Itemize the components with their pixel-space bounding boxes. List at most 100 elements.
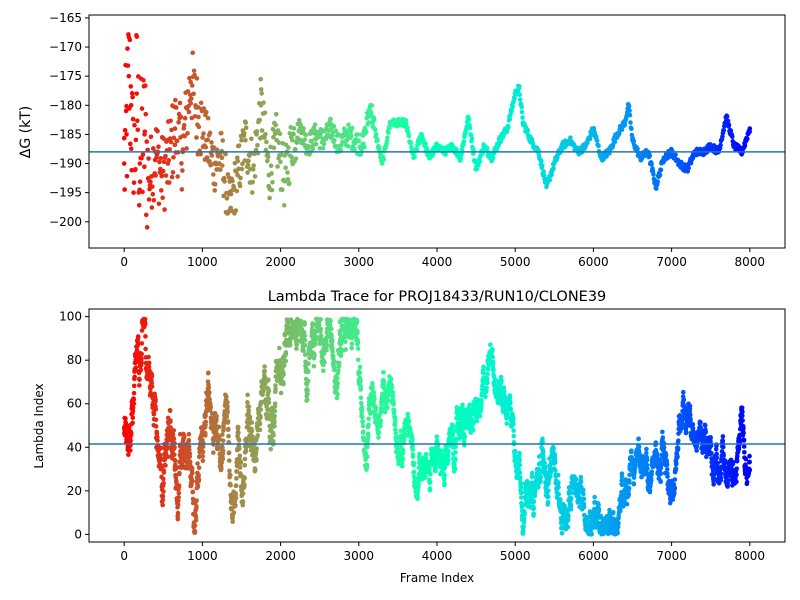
- dg-point: [189, 83, 195, 88]
- lambda-point: [190, 479, 195, 484]
- dg-point: [594, 138, 600, 143]
- lambda-point: [312, 353, 317, 358]
- dg-point: [240, 161, 245, 167]
- dg-data-point: [747, 126, 753, 131]
- lambda-point: [301, 348, 306, 354]
- lambda-point: [153, 397, 158, 403]
- dg-point: [245, 170, 250, 175]
- dg-point: [259, 128, 265, 133]
- lambda-point: [334, 375, 340, 381]
- lambda-point: [462, 434, 467, 439]
- lambda-point: [160, 493, 166, 499]
- dg-point: [133, 166, 138, 172]
- lambda-point: [334, 395, 340, 401]
- lambda-point: [175, 516, 181, 522]
- lambda-point: [371, 390, 377, 395]
- dg-point: [132, 122, 137, 128]
- dg-point: [263, 147, 269, 153]
- lambda-point: [131, 390, 137, 396]
- dg-point: [725, 118, 731, 124]
- lambda-point: [360, 414, 365, 419]
- lambda-point: [520, 530, 526, 535]
- lambda-point: [179, 461, 185, 467]
- lambda-point: [328, 326, 334, 331]
- lambda-point: [479, 399, 484, 405]
- dg-point: [218, 167, 223, 173]
- dg-data-point: [653, 184, 659, 190]
- lambda-point: [128, 438, 133, 444]
- dg-point: [192, 113, 198, 119]
- lambda-point: [484, 385, 489, 391]
- dg-point: [191, 68, 197, 74]
- lambda-point: [521, 519, 527, 525]
- dg-point: [167, 136, 173, 141]
- dg-point: [657, 172, 663, 178]
- dg-point: [157, 159, 162, 165]
- lambda-point: [262, 368, 268, 374]
- lambda-point: [673, 466, 679, 472]
- lambda-point: [416, 482, 421, 487]
- lambda-point: [310, 321, 315, 326]
- lambda-point: [249, 428, 255, 434]
- dg-data-point: [131, 190, 136, 195]
- dg-data-point: [434, 143, 440, 149]
- lambda-point: [658, 479, 663, 485]
- lambda-point: [558, 497, 563, 502]
- lambda-point: [672, 477, 678, 482]
- dg-point: [223, 151, 228, 157]
- lambda-point: [453, 444, 458, 450]
- dg-data-point: [188, 79, 193, 85]
- lambda-point: [254, 446, 259, 451]
- lambda-point: [226, 450, 232, 455]
- dg-point: [258, 76, 264, 82]
- dg-point: [166, 180, 172, 185]
- dg-point: [265, 158, 270, 164]
- lambda-point: [654, 451, 660, 457]
- dg-point: [212, 181, 218, 187]
- dg-point: [406, 133, 412, 139]
- dg-point: [133, 137, 139, 143]
- lambda-point: [633, 463, 638, 469]
- lambda-point: [281, 372, 286, 377]
- lambda-point: [226, 433, 231, 439]
- lambda-point: [130, 415, 136, 420]
- dg-y-tick-label: −185: [49, 127, 82, 141]
- lambda-point: [161, 480, 166, 486]
- lambda-point: [195, 461, 200, 466]
- lambda-point: [358, 379, 363, 384]
- dg-point: [273, 122, 279, 128]
- dg-point: [243, 125, 249, 131]
- dg-point: [520, 115, 525, 120]
- lambda-point: [545, 500, 551, 505]
- lambda-point: [190, 489, 196, 495]
- dg-point: [549, 172, 554, 177]
- dg-point: [283, 165, 288, 171]
- dg-data-point: [137, 161, 143, 166]
- lambda-point: [186, 444, 192, 449]
- lambda-point: [133, 365, 139, 370]
- lambda-point: [470, 427, 476, 433]
- dg-point: [194, 76, 200, 81]
- dg-point: [461, 139, 467, 144]
- lambda-point: [390, 390, 396, 395]
- lambda-point: [568, 496, 574, 501]
- dg-data-point: [250, 167, 256, 172]
- lambda-point: [225, 419, 231, 424]
- lambda-point: [224, 394, 229, 400]
- dg-point: [312, 122, 318, 127]
- dg-point: [649, 162, 654, 167]
- lambda-point: [331, 355, 336, 360]
- lambda-point: [498, 374, 504, 380]
- lambda-point: [488, 342, 493, 347]
- dg-point: [205, 115, 211, 121]
- lambda-point: [376, 429, 382, 435]
- lambda-point: [163, 463, 168, 468]
- lambda-point: [225, 399, 230, 405]
- dg-point: [219, 130, 224, 136]
- lambda-point: [592, 494, 597, 500]
- lambda-point: [266, 400, 272, 405]
- lambda-point: [240, 502, 246, 508]
- dg-point: [277, 131, 283, 136]
- dg-point: [587, 136, 593, 142]
- lambda-point: [392, 408, 397, 414]
